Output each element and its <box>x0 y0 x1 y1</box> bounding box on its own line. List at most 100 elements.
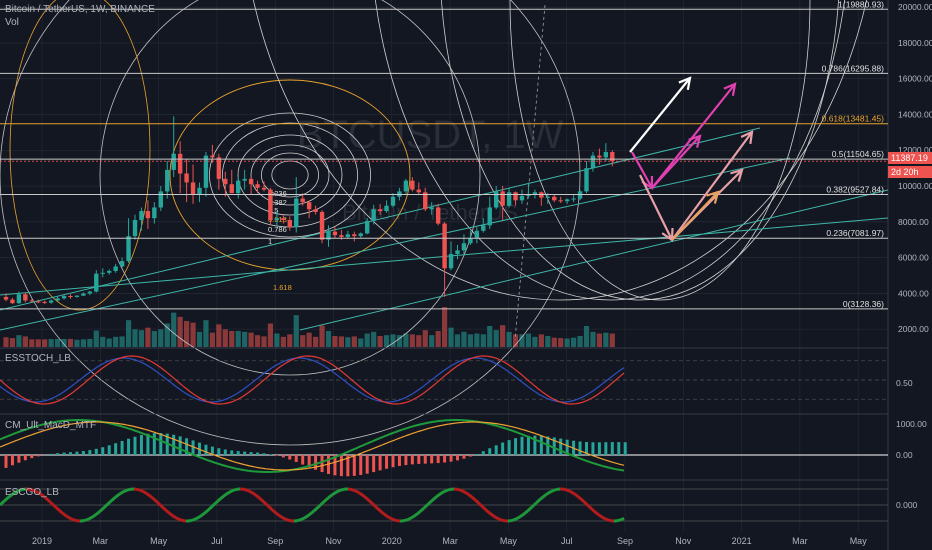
escgo-seg <box>48 500 54 505</box>
escgo-seg <box>437 492 441 497</box>
stoch-legend[interactable]: ESSTOCH_LB <box>5 353 71 364</box>
escgo-seg <box>257 495 261 500</box>
candle-body <box>107 270 112 273</box>
escgo-seg <box>376 507 382 512</box>
escgo-seg <box>365 496 369 501</box>
escgo-legend[interactable]: ESCGO_LB <box>5 487 59 498</box>
escgo-seg <box>57 508 61 513</box>
escgo-seg <box>100 506 106 511</box>
volume-bar <box>93 330 99 347</box>
macd-hist <box>597 442 601 455</box>
fib-circle <box>271 160 309 190</box>
y-tick-label: 18000.00 <box>898 38 932 48</box>
escgo-seg <box>366 498 372 503</box>
symbol-legend[interactable]: Bitcoin / TetherUS, 1W, BINANCE <box>5 4 155 15</box>
macd-hist <box>152 433 156 455</box>
projection-arrows[interactable] <box>629 76 754 243</box>
x-tick-label: 2021 <box>732 536 752 546</box>
x-tick-label: May <box>150 536 168 546</box>
candle-body <box>294 198 299 228</box>
escgo-seg <box>225 491 229 496</box>
escgo-seg <box>355 489 359 494</box>
volume-bar <box>564 338 570 347</box>
fib-circle <box>0 0 581 446</box>
escgo-seg <box>370 502 376 507</box>
candle-body <box>590 155 596 169</box>
volume-bar <box>493 330 499 347</box>
escgo-seg <box>335 489 339 494</box>
volume-legend[interactable]: Vol <box>5 17 19 28</box>
volume-bar <box>429 335 435 347</box>
escgo-seg <box>565 488 569 492</box>
candle-body <box>500 191 505 206</box>
volume-bar <box>487 326 493 347</box>
escgo-seg <box>523 511 527 516</box>
escgo-seg <box>87 517 91 521</box>
volume-bar <box>287 334 293 347</box>
escgo-seg <box>117 492 121 497</box>
volume-bar <box>87 338 93 347</box>
macd-hist <box>81 451 85 455</box>
escgo-seg <box>283 517 287 521</box>
macd-legend[interactable]: CM_Ult_MacD_MTF <box>5 420 97 431</box>
candle-body <box>365 220 370 234</box>
escgo-seg <box>511 518 515 522</box>
macd-hist <box>191 440 195 455</box>
escgo-seg <box>191 518 195 522</box>
escgo-seg <box>89 515 93 520</box>
escgo-seg <box>113 495 117 500</box>
escgo-seg <box>63 513 67 518</box>
escgo-seg <box>195 516 199 521</box>
volume-bar <box>435 331 441 347</box>
fib-circle <box>260 152 319 198</box>
candle-body <box>139 211 144 221</box>
escgo-seg <box>528 505 534 510</box>
macd-hist <box>69 452 72 455</box>
escgo-seg <box>553 488 557 492</box>
escgo-seg <box>45 497 49 502</box>
fib-retracement[interactable]: 1(19880.93) 0.786(16295.88) 0.618(13481.45… <box>0 0 888 310</box>
escgo-seg <box>91 514 95 519</box>
escgo-seg <box>515 516 519 521</box>
last-price-tag: 11387.19 <box>888 152 932 164</box>
candle-body <box>113 266 118 271</box>
escgo-seg <box>447 487 451 492</box>
escgo-seg <box>463 490 467 495</box>
macd-tick: 0.00 <box>896 450 913 460</box>
macd-hist <box>307 455 311 468</box>
escgo-seg <box>322 498 328 503</box>
price-axis[interactable]: 20000.00 18000.00 16000.00 14000.00 12000.00… <box>898 2 932 334</box>
volume-bar <box>113 336 119 347</box>
escgo-seg <box>603 516 607 521</box>
volume-bar <box>480 334 486 347</box>
escgo-seg <box>167 510 171 515</box>
escgo-seg <box>141 489 145 494</box>
macd-hist <box>591 442 595 455</box>
escgo-seg <box>197 515 201 520</box>
macd-hist <box>36 455 40 457</box>
volume-bar <box>461 331 467 347</box>
candle-body <box>319 211 325 240</box>
escgo-seg <box>50 502 56 507</box>
candle-body <box>274 218 280 221</box>
volume-bar <box>571 337 577 347</box>
fib-level-label: 0.5(11504.65) <box>832 149 884 159</box>
escgo-seg <box>422 505 428 510</box>
candle-body <box>339 235 344 237</box>
volume-bar <box>590 331 596 347</box>
escgo-seg <box>419 508 423 513</box>
candle-body <box>3 296 9 300</box>
macd-hist <box>56 453 60 455</box>
escgo-seg <box>151 496 155 501</box>
volume-bar <box>235 331 241 347</box>
candle-body <box>55 298 60 301</box>
escgo-seg <box>173 515 177 520</box>
time-axis[interactable]: 2019 Mar May Jul Sep Nov 2020 Mar May Jul Sep Nov 20… <box>32 536 867 546</box>
escgo-seg <box>95 511 99 516</box>
escgo-seg <box>305 514 309 519</box>
candle-body <box>435 207 441 224</box>
volume-bars <box>3 307 615 347</box>
candle-body <box>455 250 460 254</box>
escgo-seg <box>534 500 540 505</box>
